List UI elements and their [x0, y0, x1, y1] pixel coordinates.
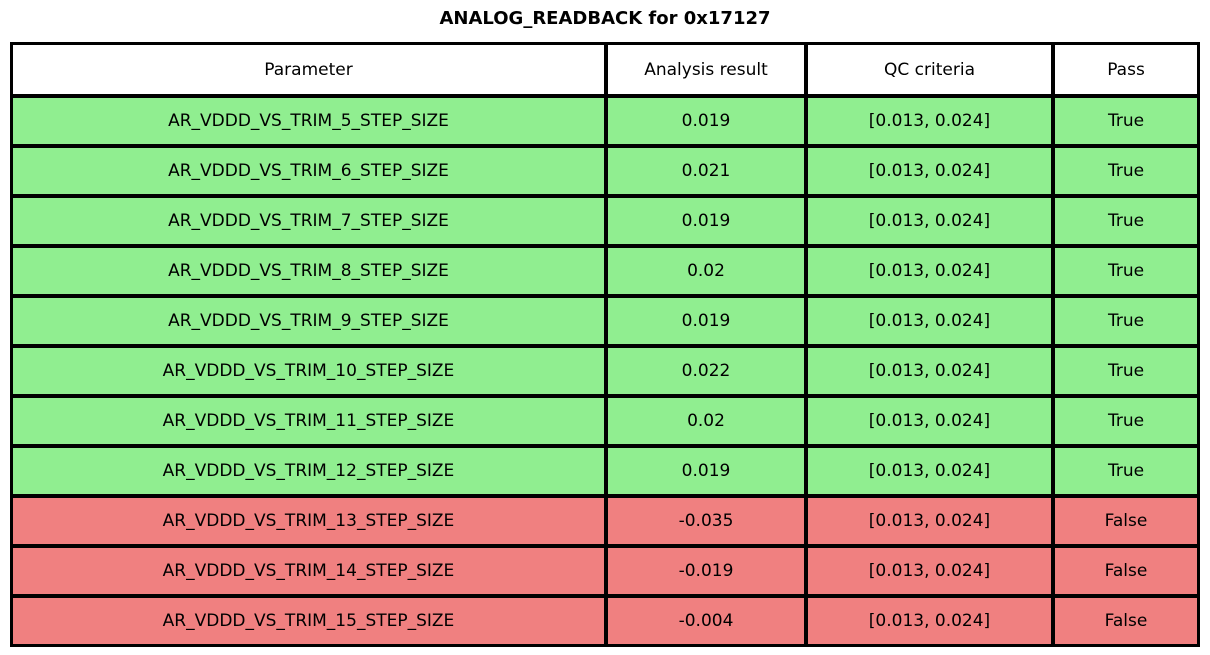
- analysis-result-cell: 0.02: [606, 246, 806, 296]
- table-body: AR_VDDD_VS_TRIM_5_STEP_SIZE 0.019 [0.013, …: [11, 96, 1199, 646]
- analysis-result-cell: -0.004: [606, 596, 806, 646]
- qc-criteria-cell: [0.013, 0.024]: [806, 396, 1053, 446]
- qc-results-table: Parameter Analysis result QC criteria Pa…: [10, 42, 1200, 647]
- qc-criteria-cell: [0.013, 0.024]: [806, 546, 1053, 596]
- analysis-result-cell: 0.019: [606, 196, 806, 246]
- qc-criteria-cell: [0.013, 0.024]: [806, 246, 1053, 296]
- pass-cell: True: [1053, 396, 1199, 446]
- qc-criteria-cell: [0.013, 0.024]: [806, 96, 1053, 146]
- parameter-cell: AR_VDDD_VS_TRIM_12_STEP_SIZE: [11, 446, 606, 496]
- parameter-cell: AR_VDDD_VS_TRIM_6_STEP_SIZE: [11, 146, 606, 196]
- pass-cell: True: [1053, 346, 1199, 396]
- pass-cell: False: [1053, 546, 1199, 596]
- parameter-cell: AR_VDDD_VS_TRIM_5_STEP_SIZE: [11, 96, 606, 146]
- parameter-cell: AR_VDDD_VS_TRIM_15_STEP_SIZE: [11, 596, 606, 646]
- page-title: ANALOG_READBACK for 0x17127: [439, 8, 771, 29]
- parameter-cell: AR_VDDD_VS_TRIM_11_STEP_SIZE: [11, 396, 606, 446]
- column-header-parameter: Parameter: [11, 43, 606, 96]
- qc-criteria-cell: [0.013, 0.024]: [806, 196, 1053, 246]
- parameter-cell: AR_VDDD_VS_TRIM_13_STEP_SIZE: [11, 496, 606, 546]
- pass-cell: True: [1053, 146, 1199, 196]
- analysis-result-cell: 0.019: [606, 96, 806, 146]
- table-row: AR_VDDD_VS_TRIM_10_STEP_SIZE 0.022 [0.013,…: [11, 346, 1199, 396]
- column-header-analysis-result: Analysis result: [606, 43, 806, 96]
- qc-criteria-cell: [0.013, 0.024]: [806, 346, 1053, 396]
- qc-criteria-cell: [0.013, 0.024]: [806, 296, 1053, 346]
- analysis-result-cell: -0.035: [606, 496, 806, 546]
- pass-cell: True: [1053, 296, 1199, 346]
- qc-criteria-cell: [0.013, 0.024]: [806, 496, 1053, 546]
- table-row: AR_VDDD_VS_TRIM_13_STEP_SIZE -0.035 [0.013…: [11, 496, 1199, 546]
- parameter-cell: AR_VDDD_VS_TRIM_8_STEP_SIZE: [11, 246, 606, 296]
- qc-criteria-cell: [0.013, 0.024]: [806, 446, 1053, 496]
- parameter-cell: AR_VDDD_VS_TRIM_7_STEP_SIZE: [11, 196, 606, 246]
- analysis-result-cell: 0.02: [606, 396, 806, 446]
- table-row: AR_VDDD_VS_TRIM_5_STEP_SIZE 0.019 [0.013, …: [11, 96, 1199, 146]
- table-row: AR_VDDD_VS_TRIM_9_STEP_SIZE 0.019 [0.013, …: [11, 296, 1199, 346]
- table-row: AR_VDDD_VS_TRIM_6_STEP_SIZE 0.021 [0.013, …: [11, 146, 1199, 196]
- table-header: Parameter Analysis result QC criteria Pa…: [11, 43, 1199, 96]
- analysis-result-cell: 0.019: [606, 296, 806, 346]
- parameter-cell: AR_VDDD_VS_TRIM_9_STEP_SIZE: [11, 296, 606, 346]
- analysis-result-cell: 0.019: [606, 446, 806, 496]
- pass-cell: False: [1053, 496, 1199, 546]
- column-header-qc-criteria: QC criteria: [806, 43, 1053, 96]
- parameter-cell: AR_VDDD_VS_TRIM_10_STEP_SIZE: [11, 346, 606, 396]
- pass-cell: True: [1053, 96, 1199, 146]
- pass-cell: False: [1053, 596, 1199, 646]
- table-row: AR_VDDD_VS_TRIM_14_STEP_SIZE -0.019 [0.013…: [11, 546, 1199, 596]
- table-row: AR_VDDD_VS_TRIM_11_STEP_SIZE 0.02 [0.013, …: [11, 396, 1199, 446]
- pass-cell: True: [1053, 246, 1199, 296]
- table-row: AR_VDDD_VS_TRIM_15_STEP_SIZE -0.004 [0.013…: [11, 596, 1199, 646]
- qc-criteria-cell: [0.013, 0.024]: [806, 596, 1053, 646]
- table-row: AR_VDDD_VS_TRIM_12_STEP_SIZE 0.019 [0.013,…: [11, 446, 1199, 496]
- analysis-result-cell: 0.022: [606, 346, 806, 396]
- table-row: AR_VDDD_VS_TRIM_7_STEP_SIZE 0.019 [0.013, …: [11, 196, 1199, 246]
- parameter-cell: AR_VDDD_VS_TRIM_14_STEP_SIZE: [11, 546, 606, 596]
- pass-cell: True: [1053, 446, 1199, 496]
- qc-criteria-cell: [0.013, 0.024]: [806, 146, 1053, 196]
- analysis-result-cell: -0.019: [606, 546, 806, 596]
- header-row: Parameter Analysis result QC criteria Pa…: [11, 43, 1199, 96]
- column-header-pass: Pass: [1053, 43, 1199, 96]
- pass-cell: True: [1053, 196, 1199, 246]
- analysis-result-cell: 0.021: [606, 146, 806, 196]
- table-row: AR_VDDD_VS_TRIM_8_STEP_SIZE 0.02 [0.013, 0…: [11, 246, 1199, 296]
